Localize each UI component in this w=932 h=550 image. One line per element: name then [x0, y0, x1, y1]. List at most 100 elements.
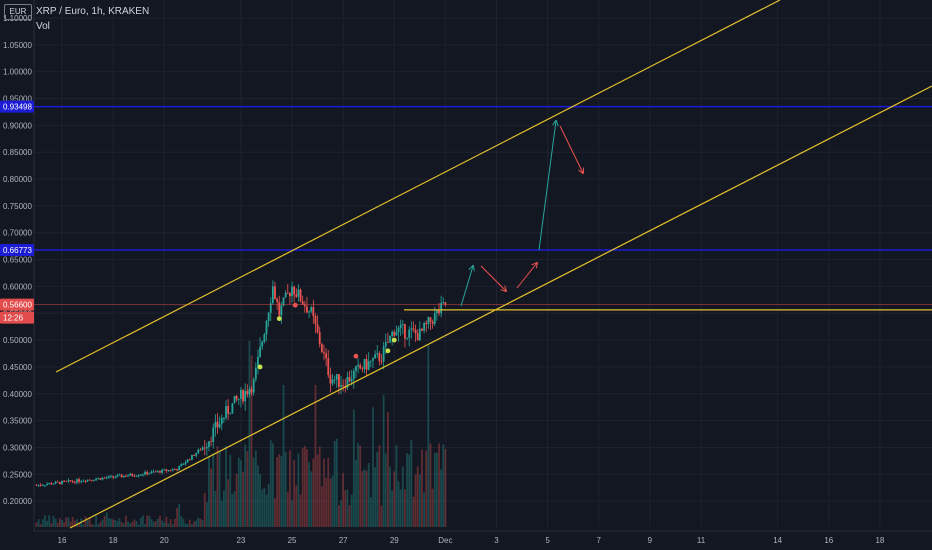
volume-bar: [369, 497, 372, 527]
y-tick-label: 0.85000: [3, 148, 32, 157]
chart-drawings: [34, 0, 932, 529]
x-tick-label: 20: [160, 536, 169, 545]
volume-bar: [314, 384, 317, 527]
candle-body: [416, 333, 419, 341]
currency-badge[interactable]: EUR: [4, 4, 32, 20]
candle-body: [227, 406, 230, 414]
volume-bar: [50, 523, 53, 527]
volume-bar: [308, 462, 310, 527]
volume-bar: [252, 457, 255, 527]
volume-bar: [410, 439, 413, 527]
arrow-up-2: [538, 121, 556, 251]
candle-body: [80, 481, 83, 483]
candle-body: [44, 485, 46, 487]
candle-body: [135, 475, 138, 477]
time-axis[interactable]: 16 18 20 23 25 27 29 Dec 3 5 7 9 11 14 16 18: [58, 536, 885, 545]
candle-body: [401, 324, 404, 325]
candle-body: [154, 471, 157, 473]
volume-bar: [352, 409, 355, 527]
signal-marker: [391, 337, 397, 343]
volume-bar: [374, 467, 377, 527]
candle-body: [276, 299, 279, 303]
y-tick-label: 0.30000: [3, 443, 32, 452]
price-badge-countdown: 12:26: [3, 314, 24, 323]
volume-bar: [442, 444, 445, 527]
candle-body: [269, 303, 272, 313]
candle-body: [88, 479, 91, 481]
volume-bar: [218, 451, 221, 527]
candle-body: [410, 328, 413, 330]
candle-body: [176, 469, 178, 471]
candle-body: [252, 379, 255, 393]
candle-body: [78, 479, 80, 482]
y-tick-label: 0.95000: [3, 95, 32, 104]
volume-bar: [257, 465, 259, 527]
volume-bar: [90, 524, 93, 527]
volume-bar: [333, 440, 336, 527]
volume-bar: [286, 492, 289, 527]
volume-bar: [240, 460, 242, 527]
volume-bar: [348, 505, 351, 527]
candle-body: [314, 316, 317, 325]
volume-bar: [73, 520, 76, 527]
volume-bar: [35, 522, 38, 527]
y-tick-label: 1.05000: [3, 41, 32, 50]
candle-body: [357, 364, 359, 367]
candle-body: [37, 484, 40, 486]
candle-body: [444, 302, 447, 305]
volume-bar: [56, 522, 59, 527]
y-tick-label: 0.45000: [3, 363, 32, 372]
volume-bar: [225, 445, 227, 527]
candle-body: [225, 406, 227, 418]
volume-bar: [378, 445, 381, 527]
candle-body: [378, 353, 381, 362]
candle-body: [133, 475, 136, 477]
candle-body: [222, 417, 225, 419]
candle-body: [46, 484, 48, 486]
candle-body: [95, 478, 97, 481]
volume-bar: [389, 466, 391, 527]
volume-bar: [242, 471, 244, 527]
candle-body: [220, 417, 223, 425]
price-badge-current: 0.56600: [3, 301, 32, 310]
candle-body: [197, 449, 200, 454]
volume-bar: [408, 454, 411, 527]
candle-body: [216, 421, 219, 428]
candle-body: [340, 385, 342, 387]
volume-bar: [421, 449, 423, 527]
candle-body: [184, 462, 187, 465]
volume-bar: [325, 477, 328, 527]
volume-bar: [291, 500, 293, 527]
candle-body: [293, 286, 296, 295]
candle-body: [333, 379, 336, 381]
price-axis[interactable]: 1.10000 1.05000 1.00000 0.95000 0.90000 0.850…: [3, 14, 32, 506]
candle-body: [338, 374, 340, 387]
arrow-up-red: [516, 263, 537, 289]
candle-body: [65, 481, 68, 482]
candle-body: [67, 480, 70, 482]
chart-title: XRP / Euro, 1h, KRAKEN: [36, 6, 150, 17]
volume-bar: [152, 521, 155, 527]
volume-bar: [205, 502, 208, 527]
volume-bar: [261, 489, 264, 527]
volume-bar: [105, 512, 108, 527]
volume-bar: [173, 518, 176, 527]
volume-bar: [161, 520, 164, 527]
candle-body: [261, 341, 264, 347]
candle-body: [327, 358, 330, 376]
volume-bar: [293, 460, 296, 527]
candle-body: [99, 478, 102, 480]
volume-bar: [312, 458, 315, 527]
volume-bar: [282, 384, 285, 527]
candle-body: [361, 368, 364, 370]
volume-bar: [346, 489, 349, 527]
signal-marker: [385, 348, 391, 354]
candle-body: [169, 470, 172, 471]
candle-body: [186, 459, 189, 463]
candle-body: [395, 332, 398, 336]
volume-bar: [357, 442, 359, 527]
candle-body: [325, 353, 328, 359]
volume-bar: [344, 490, 347, 527]
volume-bar: [355, 459, 357, 527]
